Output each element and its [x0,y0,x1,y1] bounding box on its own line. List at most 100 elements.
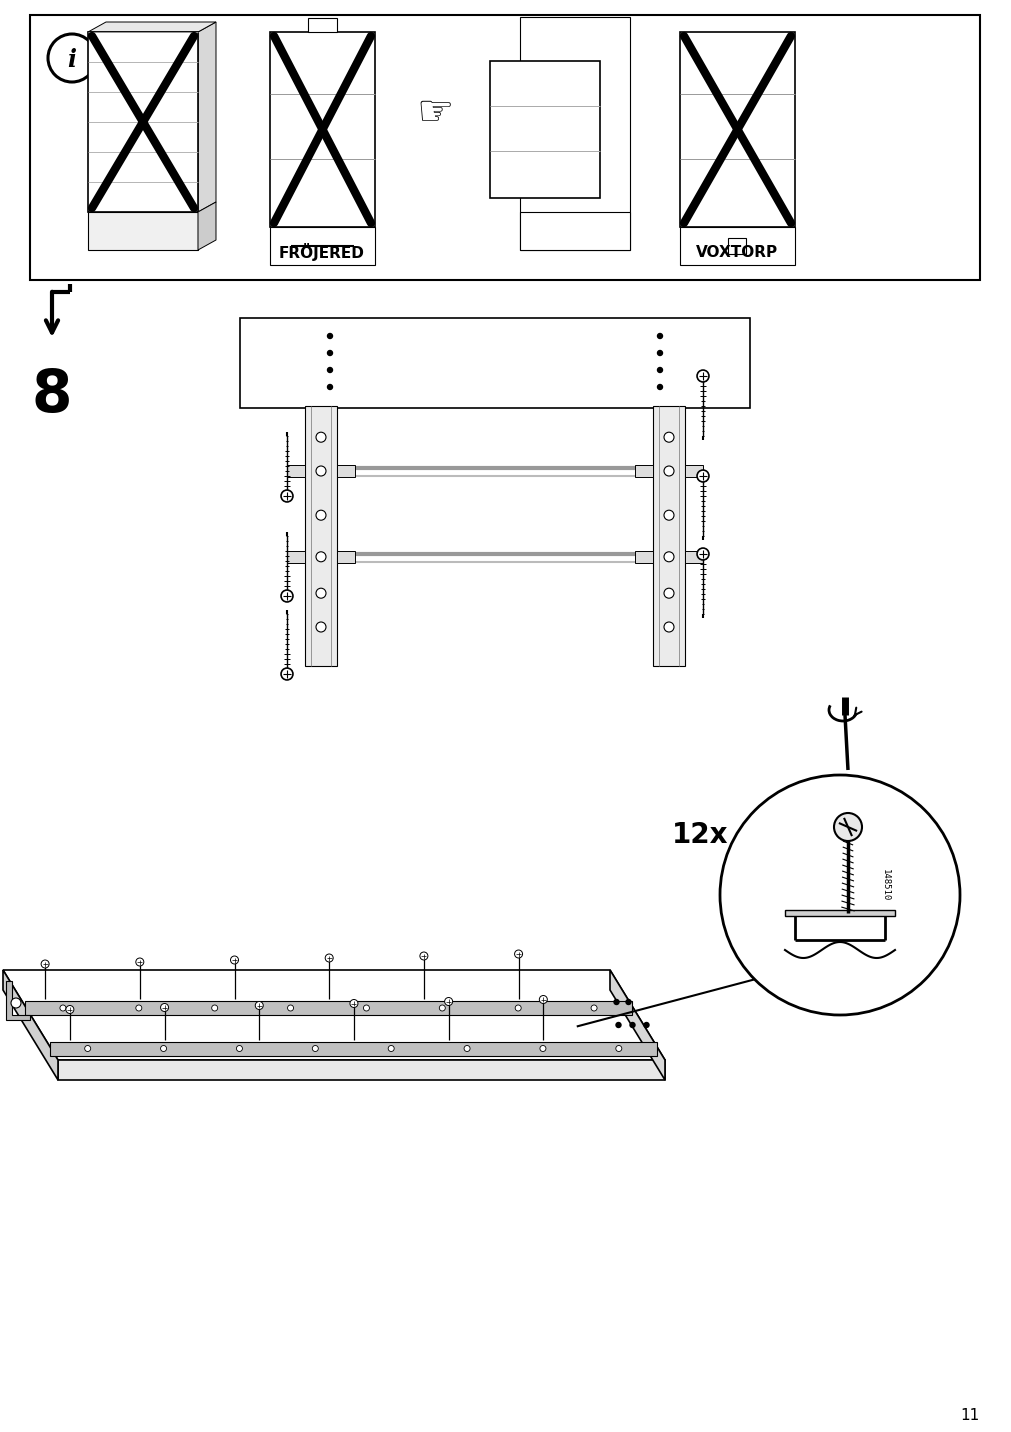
Bar [88,32,198,212]
Circle shape [616,1022,621,1028]
Circle shape [211,1005,217,1011]
Polygon shape [58,1060,664,1080]
Circle shape [626,1000,631,1004]
Circle shape [363,1005,369,1011]
Circle shape [60,1005,66,1011]
Circle shape [697,548,709,560]
Circle shape [312,1045,318,1051]
Circle shape [420,952,428,959]
Circle shape [388,1045,394,1051]
Circle shape [315,510,326,520]
Text: ☞: ☞ [416,92,453,133]
Bar [634,465,652,477]
Bar [520,17,630,251]
Circle shape [719,775,959,1015]
Circle shape [255,1001,263,1010]
Circle shape [643,1022,648,1028]
Circle shape [315,589,326,599]
Bar [679,32,795,228]
Circle shape [444,998,452,1005]
Bar [240,318,749,408]
Circle shape [287,1005,293,1011]
Circle shape [237,1045,243,1051]
Circle shape [315,432,326,442]
Bar [270,228,375,265]
Text: 12x: 12x [671,821,728,849]
Bar [489,62,600,198]
Bar [287,465,304,477]
Bar [337,551,355,563]
Circle shape [616,1045,621,1051]
Bar [88,212,198,251]
Circle shape [590,1005,596,1011]
Circle shape [697,369,709,382]
Bar [679,228,795,265]
Circle shape [657,351,662,355]
Bar [307,19,337,32]
Polygon shape [3,969,664,1060]
Polygon shape [50,1041,656,1055]
Circle shape [281,490,292,503]
Circle shape [663,510,673,520]
Circle shape [540,1045,545,1051]
Bar [287,551,304,563]
Circle shape [66,1005,74,1014]
Text: FRÖJERED: FRÖJERED [279,243,365,261]
Bar [520,212,630,251]
Circle shape [231,957,239,964]
Circle shape [135,1005,142,1011]
Circle shape [439,1005,445,1011]
Circle shape [135,958,144,967]
Circle shape [657,334,662,338]
Bar [652,407,684,666]
Text: 8: 8 [31,367,72,424]
Circle shape [833,813,861,841]
Polygon shape [198,21,215,212]
Text: VOXTORP: VOXTORP [696,245,777,259]
Circle shape [11,998,21,1008]
Circle shape [281,590,292,601]
Bar [304,407,337,666]
Bar [728,238,745,253]
Circle shape [663,589,673,599]
Circle shape [328,334,333,338]
Circle shape [328,368,333,372]
Circle shape [464,1045,469,1051]
Circle shape [515,1005,521,1011]
Circle shape [657,368,662,372]
Polygon shape [3,969,58,1080]
Circle shape [663,551,673,561]
Circle shape [657,385,662,390]
Circle shape [539,995,547,1004]
Bar [785,909,894,916]
Circle shape [41,959,50,968]
Circle shape [281,669,292,680]
Circle shape [663,432,673,442]
Circle shape [663,465,673,475]
Circle shape [85,1045,91,1051]
Polygon shape [6,981,30,1020]
Circle shape [161,1004,169,1011]
Bar [684,465,703,477]
Circle shape [161,1045,167,1051]
Bar [684,551,703,563]
Bar [270,32,375,228]
Circle shape [48,34,96,82]
Bar [634,551,652,563]
Text: 11: 11 [959,1408,979,1422]
Bar [337,465,355,477]
Circle shape [350,1000,358,1008]
Text: i: i [68,49,77,72]
Polygon shape [88,21,215,32]
Bar [30,14,979,281]
Circle shape [328,351,333,355]
Circle shape [315,621,326,632]
Circle shape [325,954,333,962]
Circle shape [315,551,326,561]
Polygon shape [198,202,215,251]
Polygon shape [610,969,664,1080]
Polygon shape [25,1001,632,1015]
Circle shape [697,470,709,483]
Text: 148510: 148510 [880,869,889,901]
Circle shape [315,465,326,475]
